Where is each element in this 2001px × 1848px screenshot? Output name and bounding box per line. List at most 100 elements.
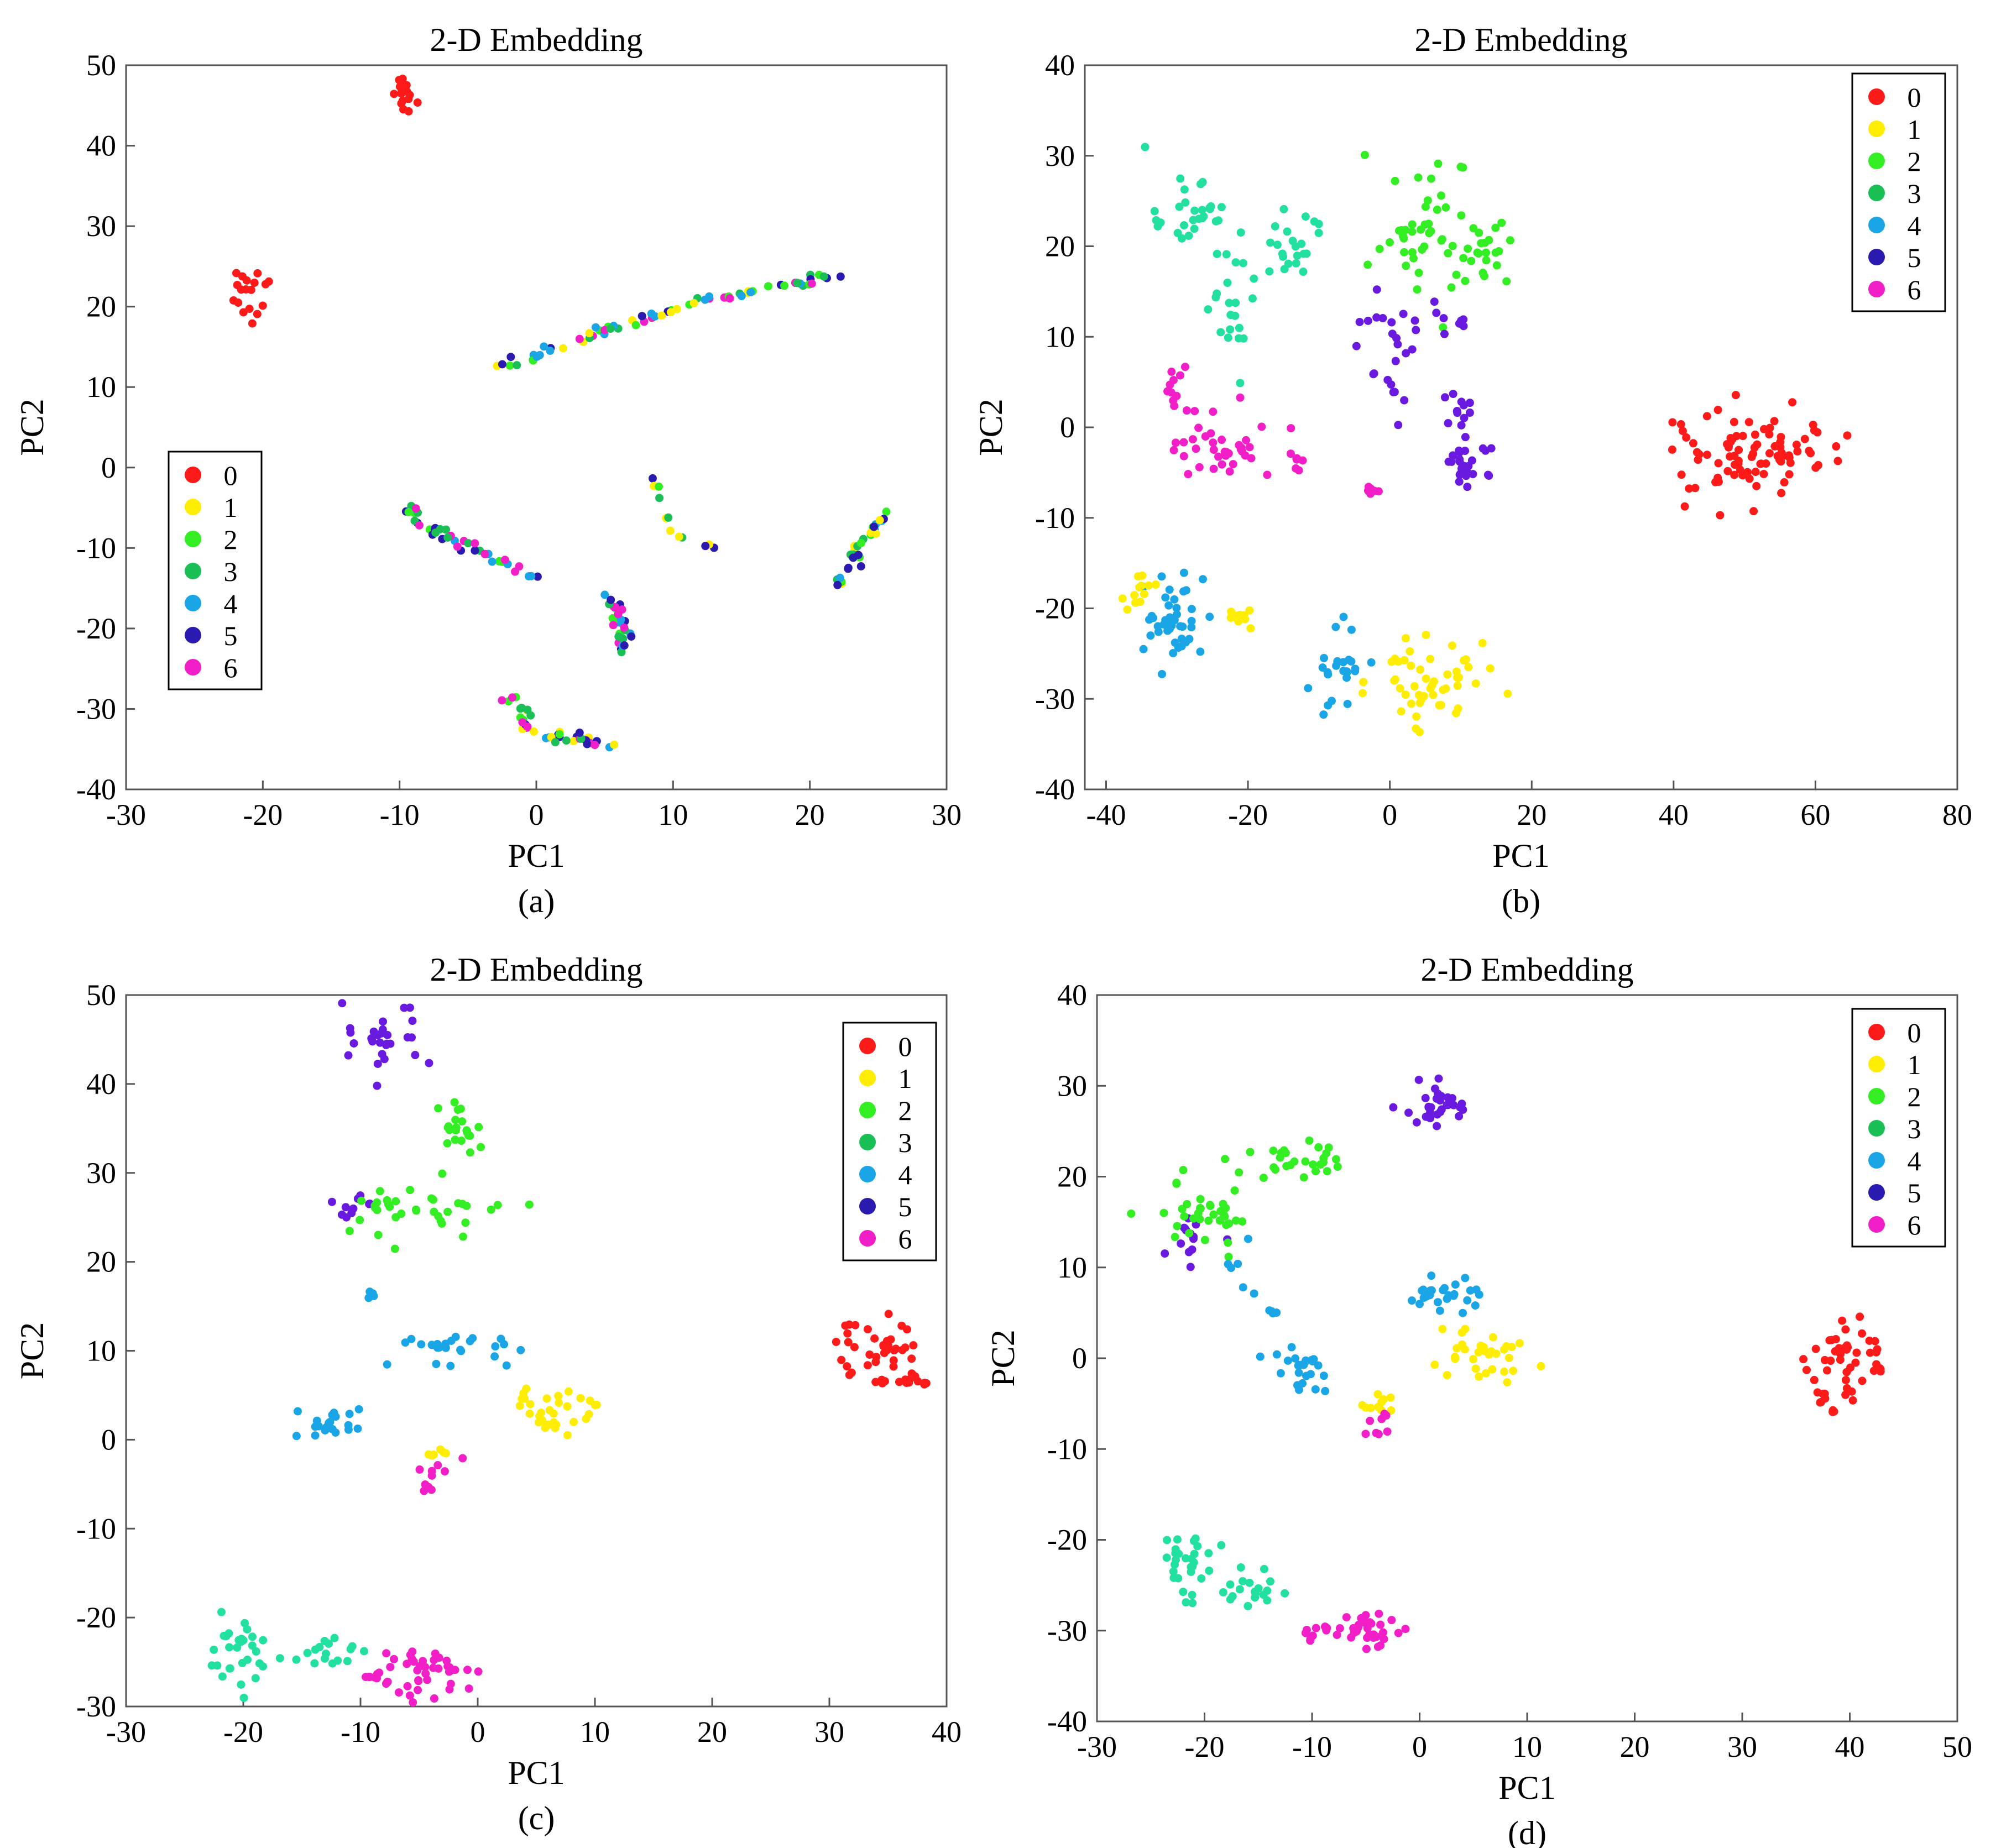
data-point <box>1206 1201 1215 1210</box>
data-point <box>1130 591 1139 600</box>
data-point <box>1179 568 1188 577</box>
data-point <box>1150 207 1159 216</box>
legend-marker-4 <box>1868 217 1885 233</box>
data-point <box>390 90 399 98</box>
data-point <box>1759 425 1768 433</box>
legend-marker-2 <box>1868 1088 1885 1104</box>
data-point <box>648 474 657 483</box>
data-point <box>461 1218 470 1227</box>
data-point <box>237 285 245 294</box>
data-point <box>1475 228 1483 237</box>
data-point <box>1692 448 1701 457</box>
data-point <box>1397 707 1406 716</box>
data-point <box>1391 357 1400 365</box>
data-point <box>354 1405 363 1414</box>
data-point <box>1394 421 1403 430</box>
data-point <box>1189 1536 1198 1545</box>
data-point <box>251 1674 260 1683</box>
data-point <box>417 1340 426 1349</box>
data-point <box>1415 1300 1424 1308</box>
data-point <box>902 1379 911 1388</box>
y-tick-label: 20 <box>86 1245 116 1279</box>
data-point <box>610 740 619 749</box>
data-point <box>1343 699 1352 708</box>
data-point <box>353 1424 362 1433</box>
data-point <box>1424 219 1433 228</box>
data-point <box>1310 217 1319 226</box>
legend-label-5: 5 <box>898 1191 912 1222</box>
data-point <box>1123 605 1132 614</box>
data-point <box>1444 249 1453 258</box>
legend-label-1: 1 <box>1908 114 1921 145</box>
data-point <box>1828 1407 1837 1416</box>
data-point <box>1800 434 1809 443</box>
data-point <box>411 504 420 513</box>
data-point <box>1347 625 1356 634</box>
data-point <box>1447 283 1456 292</box>
legend-label-3: 3 <box>1908 1113 1921 1144</box>
data-point <box>1179 452 1188 460</box>
data-point <box>1235 1168 1244 1177</box>
data-point <box>1309 1160 1318 1169</box>
data-point <box>1260 1564 1268 1573</box>
data-point <box>435 1343 444 1352</box>
data-point <box>1375 244 1384 253</box>
data-point <box>404 107 413 116</box>
data-point <box>1464 244 1472 253</box>
legend-marker-5 <box>1868 1184 1885 1201</box>
data-point <box>1483 470 1492 479</box>
data-point <box>1393 340 1402 349</box>
data-point <box>664 513 673 522</box>
data-point <box>1180 185 1189 194</box>
data-point <box>1502 277 1511 286</box>
data-point <box>1832 442 1841 451</box>
panel-3: -30 -20 -10 0 10 20 30 40 50-40-30-20-1001020304… <box>985 951 1972 1848</box>
data-point <box>1394 657 1403 666</box>
legend-label-4: 4 <box>224 588 238 619</box>
data-point <box>1427 227 1435 235</box>
data-point <box>1427 1286 1436 1295</box>
data-point <box>835 573 844 582</box>
data-point <box>1467 456 1476 465</box>
data-point <box>1689 439 1697 448</box>
data-point <box>1848 1396 1857 1405</box>
data-point <box>1235 1585 1244 1594</box>
panels-group: -30 -20 -10 0 10 20 30-40-30-20-10010203040502… <box>14 22 1972 1848</box>
data-point <box>1204 1216 1213 1225</box>
data-point <box>627 632 636 641</box>
data-point <box>1402 261 1410 270</box>
data-point <box>1312 1624 1320 1632</box>
y-tick-label: -40 <box>1035 773 1075 806</box>
data-point <box>1302 1625 1311 1634</box>
data-point <box>1357 1614 1366 1622</box>
legend-label-3: 3 <box>1908 178 1921 209</box>
data-point <box>1131 598 1140 607</box>
data-point <box>1379 1395 1388 1404</box>
data-point <box>764 282 772 291</box>
legend-box <box>168 451 263 690</box>
data-point <box>1858 1376 1867 1385</box>
data-point <box>1486 664 1495 673</box>
data-point <box>383 1196 391 1205</box>
data-point <box>1676 420 1685 429</box>
data-point <box>1668 445 1676 454</box>
data-point <box>1209 438 1218 447</box>
data-point <box>1273 240 1282 249</box>
data-point <box>1272 1350 1281 1359</box>
data-point <box>1161 1249 1169 1258</box>
data-point <box>1478 444 1487 453</box>
legend-label-0: 0 <box>1908 82 1921 113</box>
data-point <box>1413 285 1422 294</box>
data-point <box>1753 440 1762 449</box>
data-point <box>1242 436 1251 444</box>
data-point <box>1342 1613 1351 1622</box>
data-point <box>502 1361 511 1370</box>
data-point <box>1488 1333 1497 1342</box>
data-point <box>1668 418 1677 427</box>
x-tick-label: 40 <box>932 1715 962 1748</box>
data-point <box>1182 1598 1190 1607</box>
data-point <box>1836 1355 1845 1364</box>
y-tick-label: 10 <box>86 370 116 404</box>
data-point <box>1171 438 1180 447</box>
data-point <box>1360 150 1369 159</box>
